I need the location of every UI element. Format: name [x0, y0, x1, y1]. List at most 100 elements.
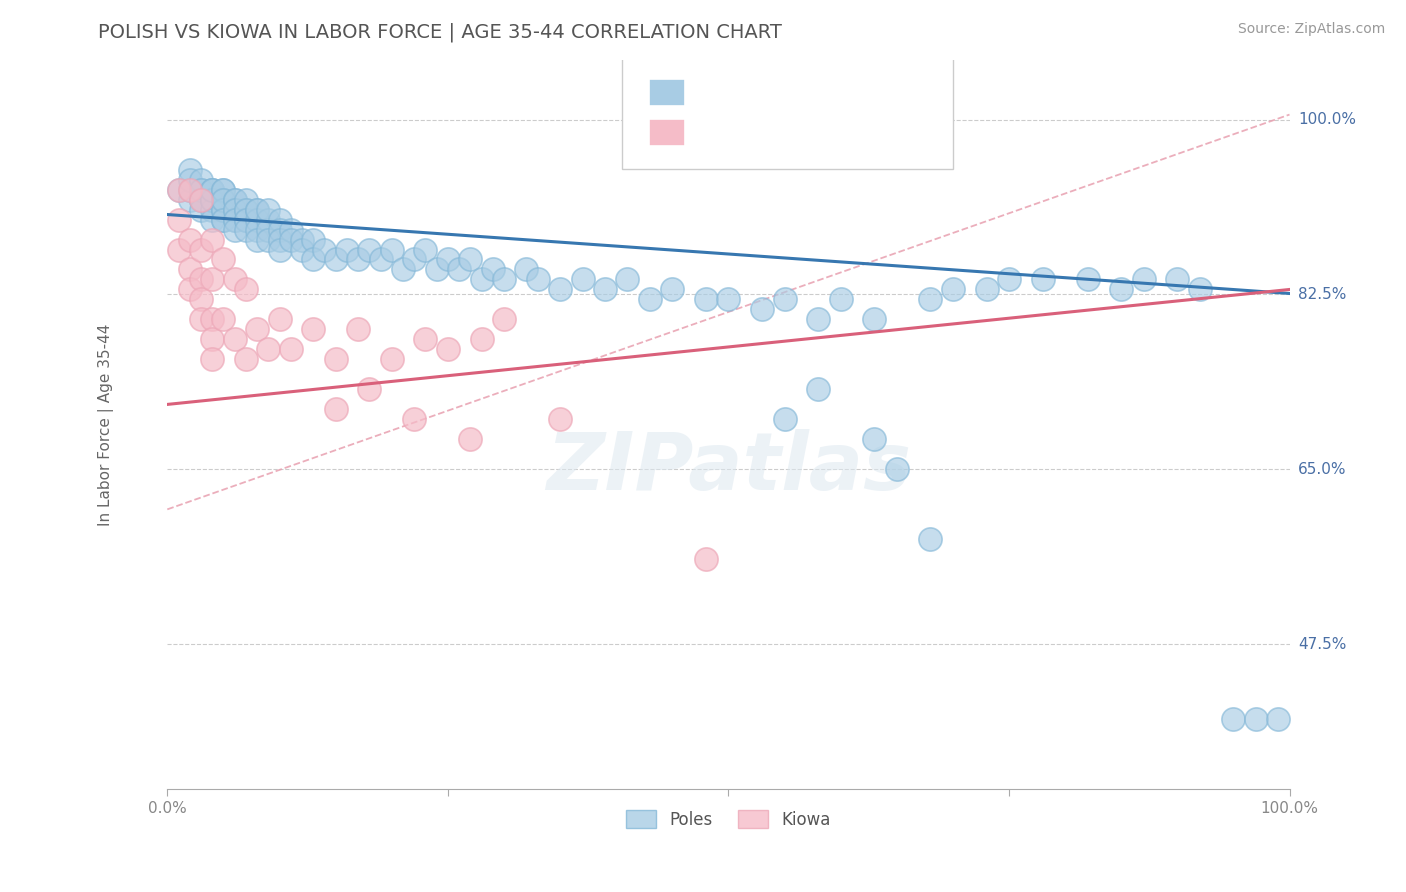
- Point: [201, 312, 224, 326]
- Point: [415, 243, 437, 257]
- Text: 100.0%: 100.0%: [1298, 112, 1355, 127]
- Text: POLISH VS KIOWA IN LABOR FORCE | AGE 35-44 CORRELATION CHART: POLISH VS KIOWA IN LABOR FORCE | AGE 35-…: [98, 22, 782, 42]
- Point: [593, 283, 616, 297]
- Point: [224, 333, 246, 347]
- Text: ZIPatlas: ZIPatlas: [546, 429, 911, 508]
- Point: [212, 202, 235, 217]
- Point: [347, 252, 370, 267]
- Point: [235, 202, 257, 217]
- Point: [773, 412, 796, 426]
- Point: [190, 202, 212, 217]
- Point: [167, 182, 190, 196]
- Point: [302, 252, 325, 267]
- Point: [246, 202, 269, 217]
- Point: [773, 293, 796, 307]
- Point: [201, 193, 224, 207]
- Point: [224, 202, 246, 217]
- Point: [212, 182, 235, 196]
- Point: [998, 272, 1021, 286]
- Point: [616, 272, 638, 286]
- Point: [863, 312, 886, 326]
- Point: [830, 293, 852, 307]
- Point: [246, 322, 269, 336]
- FancyBboxPatch shape: [648, 78, 685, 106]
- Point: [179, 193, 201, 207]
- Point: [695, 293, 717, 307]
- Point: [1032, 272, 1054, 286]
- Point: [167, 182, 190, 196]
- Point: [302, 322, 325, 336]
- Point: [212, 182, 235, 196]
- Point: [370, 252, 392, 267]
- Point: [201, 182, 224, 196]
- Point: [920, 533, 942, 547]
- Point: [212, 202, 235, 217]
- Point: [190, 193, 212, 207]
- Point: [224, 212, 246, 227]
- Text: Source: ZipAtlas.com: Source: ZipAtlas.com: [1237, 22, 1385, 37]
- Point: [179, 162, 201, 177]
- Point: [1076, 272, 1098, 286]
- Text: 65.0%: 65.0%: [1298, 462, 1347, 477]
- Point: [201, 182, 224, 196]
- Point: [235, 283, 257, 297]
- Point: [201, 233, 224, 247]
- Point: [246, 212, 269, 227]
- Point: [392, 262, 415, 277]
- Point: [179, 233, 201, 247]
- Point: [212, 212, 235, 227]
- Point: [235, 222, 257, 236]
- Point: [179, 182, 201, 196]
- Point: [415, 333, 437, 347]
- Point: [224, 193, 246, 207]
- Point: [269, 233, 291, 247]
- FancyBboxPatch shape: [621, 56, 953, 169]
- Point: [404, 412, 426, 426]
- Point: [492, 272, 515, 286]
- Point: [201, 333, 224, 347]
- Point: [190, 182, 212, 196]
- Legend: Poles, Kiowa: Poles, Kiowa: [620, 804, 837, 836]
- Point: [458, 433, 481, 447]
- Point: [1222, 712, 1244, 726]
- Point: [548, 412, 571, 426]
- Point: [1267, 712, 1289, 726]
- Point: [179, 262, 201, 277]
- Point: [235, 193, 257, 207]
- FancyBboxPatch shape: [648, 119, 685, 146]
- Point: [179, 172, 201, 186]
- Point: [1109, 283, 1132, 297]
- Point: [167, 243, 190, 257]
- Point: [235, 352, 257, 367]
- Point: [201, 182, 224, 196]
- Point: [190, 193, 212, 207]
- Point: [571, 272, 593, 286]
- Point: [212, 312, 235, 326]
- Point: [235, 202, 257, 217]
- Point: [190, 182, 212, 196]
- Point: [212, 193, 235, 207]
- Point: [1188, 283, 1211, 297]
- Point: [492, 312, 515, 326]
- Point: [291, 233, 314, 247]
- Point: [269, 312, 291, 326]
- Point: [190, 293, 212, 307]
- Point: [1244, 712, 1267, 726]
- Text: In Labor Force | Age 35-44: In Labor Force | Age 35-44: [97, 323, 114, 525]
- Point: [190, 193, 212, 207]
- Point: [224, 272, 246, 286]
- Point: [458, 252, 481, 267]
- Text: 82.5%: 82.5%: [1298, 287, 1346, 302]
- Point: [269, 212, 291, 227]
- Point: [404, 252, 426, 267]
- Point: [201, 212, 224, 227]
- Point: [381, 352, 404, 367]
- Point: [314, 243, 336, 257]
- Point: [886, 462, 908, 476]
- Point: [695, 552, 717, 566]
- Point: [190, 272, 212, 286]
- Point: [437, 343, 460, 357]
- Point: [548, 283, 571, 297]
- Point: [201, 202, 224, 217]
- Point: [179, 283, 201, 297]
